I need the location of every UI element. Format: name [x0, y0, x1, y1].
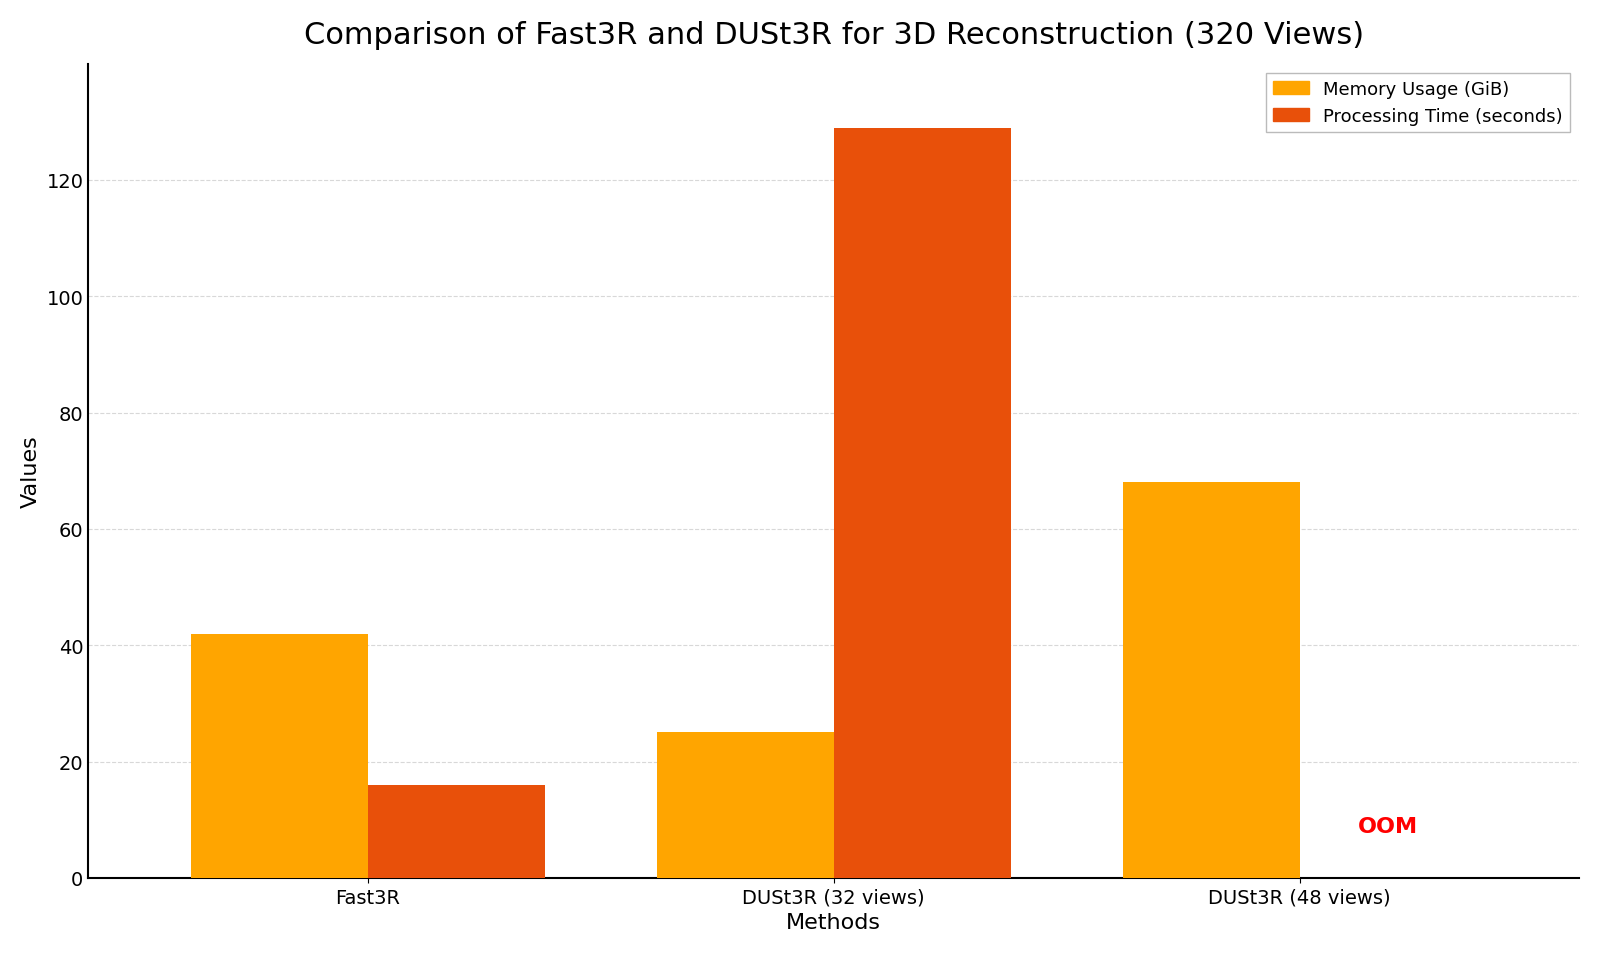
Text: OOM: OOM — [1358, 816, 1418, 836]
Legend: Memory Usage (GiB), Processing Time (seconds): Memory Usage (GiB), Processing Time (sec… — [1266, 73, 1570, 133]
Title: Comparison of Fast3R and DUSt3R for 3D Reconstruction (320 Views): Comparison of Fast3R and DUSt3R for 3D R… — [304, 21, 1363, 50]
Y-axis label: Values: Values — [21, 435, 42, 508]
Bar — [190, 634, 368, 878]
Bar — [834, 129, 1011, 878]
X-axis label: Methods: Methods — [786, 912, 882, 932]
Bar — [368, 785, 546, 878]
Bar — [1123, 483, 1299, 878]
Bar — [656, 733, 834, 878]
